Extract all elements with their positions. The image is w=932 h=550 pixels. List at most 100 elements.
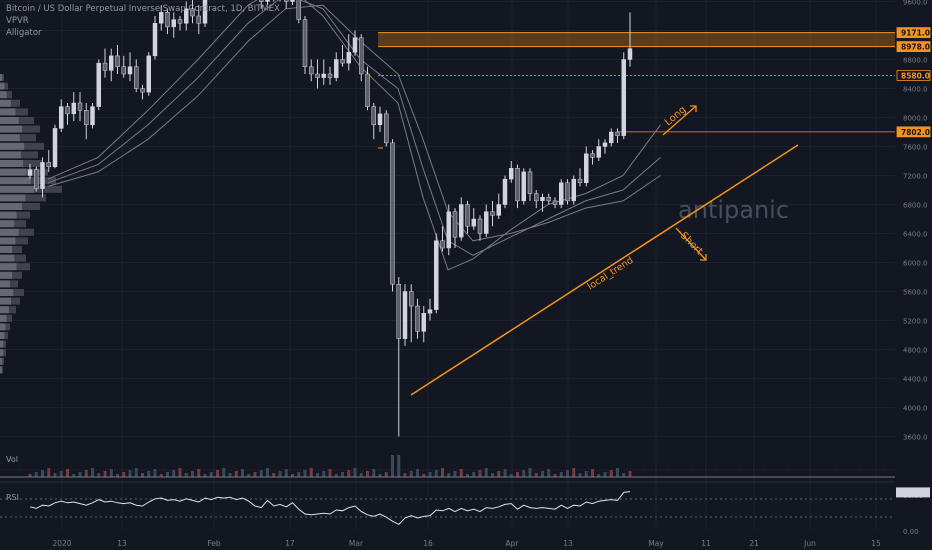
price-tick-label: 7600.0 [903, 144, 928, 152]
volume-profile [0, 74, 62, 374]
candle-body [621, 59, 626, 136]
volume-bar [566, 470, 569, 477]
candle-body [71, 102, 76, 115]
volume-bar [509, 474, 513, 477]
price-tick-label: 8400.0 [903, 86, 928, 94]
volume-profile-bar-buy [0, 99, 11, 107]
volume-bar [559, 472, 563, 477]
time-tick-label: 16 [423, 539, 433, 548]
candle-body [46, 162, 51, 168]
volume-bar [216, 470, 219, 477]
candle-body [521, 171, 526, 202]
short-arrow-line [675, 227, 707, 261]
indicator-vpvr[interactable]: VPVR [6, 16, 29, 26]
price-tick-label: 4000.0 [903, 405, 928, 413]
candle-body [284, 0, 289, 2]
volume-profile-bar-buy [0, 357, 3, 365]
volume-profile-bar-buy [0, 263, 17, 271]
time-tick-label: 11 [701, 539, 711, 548]
volume-bar [491, 473, 494, 477]
volume-bar [547, 469, 551, 477]
candle-body [109, 55, 114, 71]
alligator-teeth [47, 0, 661, 256]
volume-bar [316, 473, 319, 477]
volume-bar [228, 473, 232, 477]
volume-bar [178, 468, 182, 477]
resistance-zone [378, 32, 895, 133]
price-tick-label: 8000.0 [903, 115, 928, 123]
volume-bar [409, 471, 413, 477]
price-axis[interactable]: 11600.011200.010800.010400.010000.09600.… [895, 0, 932, 536]
volume-bar [109, 469, 113, 477]
watermark: antipanic [678, 196, 789, 224]
volume-bar [241, 469, 244, 477]
candle-body [546, 197, 551, 202]
time-tick-label: 2020 [52, 539, 71, 548]
volume-bar [366, 471, 369, 477]
volume-bar [122, 472, 126, 477]
indicator-alligator[interactable]: Alligator [6, 28, 42, 38]
candle-body [96, 62, 101, 107]
candle-body [152, 23, 158, 57]
volume-bar [403, 473, 407, 477]
rsi-tick-label: 0.00 [903, 528, 919, 536]
volume-profile-bar-buy [0, 323, 6, 331]
volume-bar [441, 468, 444, 477]
candle-body [121, 66, 126, 75]
volume-bar [572, 468, 576, 477]
volume-bar [97, 473, 101, 477]
candle-body [515, 168, 520, 202]
volume-bar [459, 469, 463, 477]
volume-bar [391, 455, 394, 477]
price-tick-label: 3600.0 [903, 434, 928, 442]
price-tick-label: 6800.0 [903, 202, 928, 210]
volume-bar [247, 474, 251, 477]
volume-bar [603, 472, 607, 477]
price-level-badge [896, 41, 931, 52]
candle-body [84, 110, 89, 125]
volume-bar [447, 473, 451, 477]
volume-bar [616, 468, 619, 477]
candle-body [577, 178, 583, 183]
price-tick-label: 5600.0 [903, 289, 928, 297]
candle-body [134, 66, 139, 89]
volume-bar [378, 474, 382, 477]
short-arrow-head [700, 254, 707, 261]
price-tick-label: 6400.0 [903, 231, 928, 239]
candle-body [427, 309, 433, 314]
candle-body [302, 19, 308, 67]
rsi-label: RSI [6, 493, 19, 502]
volume-profile-bar-buy [0, 134, 20, 142]
candle-body [59, 106, 64, 129]
volume-bar [234, 471, 238, 477]
candle-body [509, 168, 514, 180]
time-axis-bg [0, 536, 932, 550]
time-axis[interactable]: 2020 13 Feb 17 Mar 16 Apr 13 May 11 21 Jun 15 [0, 536, 932, 550]
volume-profile-bar-buy [0, 142, 25, 150]
candle-body [602, 142, 608, 147]
volume-profile-bar-buy [0, 160, 24, 167]
candle-body [346, 52, 351, 64]
volume-bar [503, 469, 507, 477]
volume-profile-bar-buy [0, 151, 21, 159]
volume-bar [416, 469, 419, 477]
candle-body [196, 15, 201, 24]
candle-body [146, 55, 151, 93]
volume-bar [472, 472, 476, 477]
volume-profile-bar-buy [0, 314, 7, 322]
candle-body [190, 8, 195, 17]
volume-bar [191, 471, 194, 477]
volume-bar [578, 473, 582, 477]
volume-profile-bar-buy [0, 203, 22, 210]
candle-body [615, 131, 620, 136]
volume-bar [597, 474, 601, 477]
rsi-pane: RSI [0, 481, 895, 526]
candle-body [534, 193, 539, 202]
candle-body [477, 218, 483, 234]
candle-body [377, 113, 383, 125]
candle-body [502, 178, 508, 205]
price-tick-label: 7200.0 [903, 173, 928, 181]
candle-body [77, 102, 83, 111]
candle-body [384, 113, 389, 144]
